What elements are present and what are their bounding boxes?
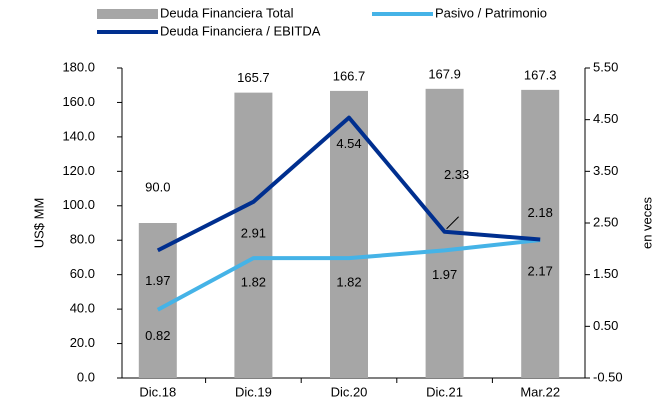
x-tick-label: Dic.20 <box>331 384 368 399</box>
y-tick-label: 80.0 <box>70 232 95 247</box>
y2-tick-label: 2.50 <box>593 214 618 229</box>
line-label: 4.54 <box>336 136 361 151</box>
y-tick-label: 40.0 <box>70 301 95 316</box>
y2-tick-label: 5.50 <box>593 59 618 74</box>
x-tick-label: Dic.21 <box>426 384 463 399</box>
y-tick-label: 160.0 <box>62 94 95 109</box>
x-tick-label: Dic.18 <box>139 384 176 399</box>
y2-tick-label: -0.50 <box>593 369 623 384</box>
bar <box>330 90 368 379</box>
label-leader <box>446 216 459 230</box>
y-tick-label: 140.0 <box>62 128 95 143</box>
x-tick-label: Mar.22 <box>520 384 560 399</box>
line-label: 1.82 <box>241 275 266 290</box>
line-label: 1.97 <box>432 267 457 282</box>
line-label: 2.17 <box>528 263 553 278</box>
bar-label: 167.3 <box>524 67 557 82</box>
line-label: 0.82 <box>145 328 170 343</box>
bar-label: 166.7 <box>333 68 366 83</box>
y2-tick-label: 3.50 <box>593 163 618 178</box>
y-tick-label: 20.0 <box>70 335 95 350</box>
y2-tick-label: 4.50 <box>593 111 618 126</box>
legend-label: Pasivo / Patrimonio <box>435 5 547 20</box>
bar-label: 90.0 <box>145 179 170 194</box>
legend-label: Deuda Financiera Total <box>160 5 294 20</box>
line-label: 2.91 <box>241 225 266 240</box>
x-tick-label: Dic.19 <box>235 384 272 399</box>
y-tick-label: 100.0 <box>62 197 95 212</box>
line-label: 2.18 <box>528 205 553 220</box>
line-series <box>156 115 541 253</box>
y2-axis-label: en veces <box>639 196 654 249</box>
bar <box>234 92 273 378</box>
y-axis-label: US$ MM <box>31 198 46 249</box>
line-label: 1.82 <box>336 275 361 290</box>
y-tick-label: 60.0 <box>70 266 95 281</box>
bar <box>521 89 560 378</box>
legend-label: Deuda Financiera / EBITDA <box>160 23 321 38</box>
line-label: 2.33 <box>444 167 469 182</box>
line-label: 1.97 <box>145 273 170 288</box>
y-tick-label: 0.0 <box>77 369 95 384</box>
legend-swatch <box>97 9 158 19</box>
bar-label: 167.9 <box>428 66 461 81</box>
bar-label: 165.7 <box>237 70 270 85</box>
y-tick-label: 120.0 <box>62 163 95 178</box>
y-tick-label: 180.0 <box>62 59 95 74</box>
y2-tick-label: 1.50 <box>593 266 618 281</box>
y2-tick-label: 0.50 <box>593 318 618 333</box>
line-series <box>156 238 541 312</box>
